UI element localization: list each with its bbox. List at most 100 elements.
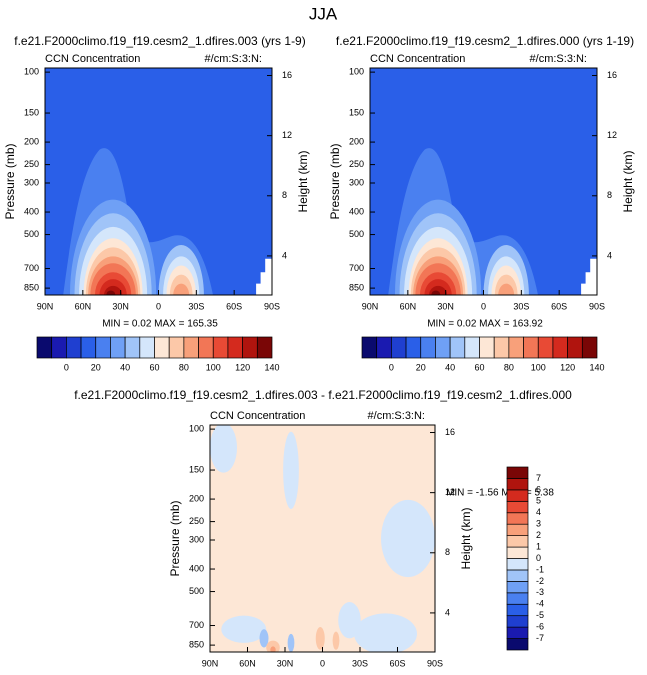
colorbar-box bbox=[506, 512, 529, 525]
colorbar-box bbox=[506, 500, 529, 514]
contour-field bbox=[210, 425, 435, 652]
colorbar-label: -1 bbox=[536, 564, 544, 574]
contour-region bbox=[381, 499, 435, 578]
colorbar-box bbox=[95, 336, 111, 359]
contour-region bbox=[354, 613, 417, 652]
y2-axis-label: Height (km) bbox=[296, 150, 310, 212]
colorbar-box bbox=[552, 336, 568, 359]
colorbar-box bbox=[139, 336, 155, 359]
y-tick-label: 400 bbox=[189, 563, 204, 573]
colorbar-box bbox=[581, 336, 598, 359]
y-axis-label: Pressure (mb) bbox=[3, 143, 17, 219]
colorbar-label: 40 bbox=[120, 362, 130, 372]
contour-region bbox=[173, 283, 190, 295]
y2-tick-label: 4 bbox=[607, 250, 612, 260]
y-tick-label: 100 bbox=[189, 423, 204, 433]
panel-title: f.e21.F2000climo.f19_f19.cesm2_1.dfires.… bbox=[336, 34, 634, 48]
y-tick-label: 400 bbox=[24, 206, 39, 216]
colorbar-label: -2 bbox=[536, 576, 544, 586]
contour-region bbox=[431, 290, 441, 295]
colorbar-box bbox=[537, 336, 554, 359]
panel-title: f.e21.F2000climo.f19_f19.cesm2_1.dfires.… bbox=[74, 388, 572, 402]
y2-tick-label: 16 bbox=[282, 70, 292, 80]
colorbar-label: -6 bbox=[536, 622, 544, 632]
y-tick-label: 500 bbox=[349, 229, 364, 239]
colorbar-box bbox=[361, 336, 378, 359]
colorbar-label: 1 bbox=[536, 541, 541, 551]
colorbar-box bbox=[110, 336, 126, 359]
x-tick-label: 90S bbox=[589, 301, 605, 311]
y-tick-label: 500 bbox=[24, 229, 39, 239]
y-tick-label: 400 bbox=[349, 206, 364, 216]
y-tick-label: 700 bbox=[24, 263, 39, 273]
colorbar-box bbox=[506, 603, 529, 617]
x-tick-label: 60S bbox=[389, 658, 405, 668]
contour-region bbox=[338, 602, 361, 639]
x-tick-label: 90N bbox=[37, 301, 54, 311]
right-label: #/cm:S:3:N: bbox=[205, 53, 262, 65]
colorbar-label: -4 bbox=[536, 599, 544, 609]
colorbar-label: 120 bbox=[235, 362, 250, 372]
y-tick-label: 150 bbox=[24, 107, 39, 117]
x-tick-label: 30S bbox=[352, 658, 368, 668]
colorbar-box bbox=[80, 336, 97, 359]
colorbar-box bbox=[391, 336, 407, 359]
y2-axis-label: Height (km) bbox=[459, 507, 473, 569]
y-tick-label: 150 bbox=[189, 464, 204, 474]
x-tick-label: 30N bbox=[277, 658, 294, 668]
y2-tick-label: 8 bbox=[282, 190, 287, 200]
colorbar-box bbox=[449, 336, 466, 359]
x-tick-label: 30S bbox=[513, 301, 529, 311]
colorbar-box bbox=[506, 615, 529, 628]
x-tick-label: 0 bbox=[156, 301, 161, 311]
contour-region bbox=[210, 425, 237, 473]
colorbar-label: 140 bbox=[589, 362, 604, 372]
y-axis-label: Pressure (mb) bbox=[168, 500, 182, 576]
colorbar-box bbox=[154, 336, 170, 359]
colorbar-label: 0 bbox=[536, 553, 541, 563]
colorbar-box bbox=[420, 336, 436, 359]
contour-region bbox=[283, 431, 299, 509]
colorbar-box bbox=[523, 336, 539, 359]
min-max: MIN = 0.02 MAX = 163.92 bbox=[427, 319, 543, 330]
y-tick-label: 200 bbox=[349, 136, 364, 146]
x-tick-label: 60N bbox=[400, 301, 417, 311]
colorbar-box bbox=[506, 478, 529, 491]
x-tick-label: 90S bbox=[427, 658, 443, 668]
colorbar-box bbox=[506, 626, 529, 639]
colorbar-box bbox=[51, 336, 67, 359]
colorbar-label: 100 bbox=[206, 362, 221, 372]
colorbar-box bbox=[435, 336, 451, 359]
min-max: MIN = 0.02 MAX = 165.35 bbox=[102, 319, 218, 330]
y-tick-label: 300 bbox=[189, 534, 204, 544]
y-tick-label: 250 bbox=[349, 159, 364, 169]
y2-tick-label: 12 bbox=[445, 487, 455, 497]
colorbar-label: 0 bbox=[64, 362, 69, 372]
colorbar-label: 4 bbox=[536, 507, 541, 517]
colorbar-box bbox=[183, 336, 199, 359]
colorbar-box bbox=[256, 336, 273, 359]
colorbar-label: 6 bbox=[536, 484, 541, 494]
y2-tick-label: 8 bbox=[445, 547, 450, 557]
colorbar-box bbox=[506, 638, 529, 651]
colorbar-box bbox=[506, 546, 529, 559]
y-tick-label: 700 bbox=[189, 620, 204, 630]
y-tick-label: 100 bbox=[349, 66, 364, 76]
colorbar-label: 3 bbox=[536, 519, 541, 529]
y2-tick-label: 4 bbox=[445, 607, 450, 617]
y-tick-label: 300 bbox=[349, 177, 364, 187]
contour-field bbox=[45, 68, 272, 295]
colorbar-box bbox=[198, 336, 214, 359]
colorbar-label: 2 bbox=[536, 530, 541, 540]
colorbar-box bbox=[124, 336, 141, 359]
right-label: #/cm:S:3:N: bbox=[368, 410, 425, 422]
colorbar-box bbox=[506, 558, 529, 571]
contour-region bbox=[332, 631, 340, 650]
colorbar-box bbox=[506, 535, 529, 548]
y2-tick-label: 16 bbox=[607, 70, 617, 80]
colorbar-label: -3 bbox=[536, 587, 544, 597]
colorbar-box bbox=[567, 336, 583, 359]
x-tick-label: 60N bbox=[239, 658, 256, 668]
contour-field bbox=[370, 68, 597, 295]
colorbar-box bbox=[506, 523, 529, 536]
